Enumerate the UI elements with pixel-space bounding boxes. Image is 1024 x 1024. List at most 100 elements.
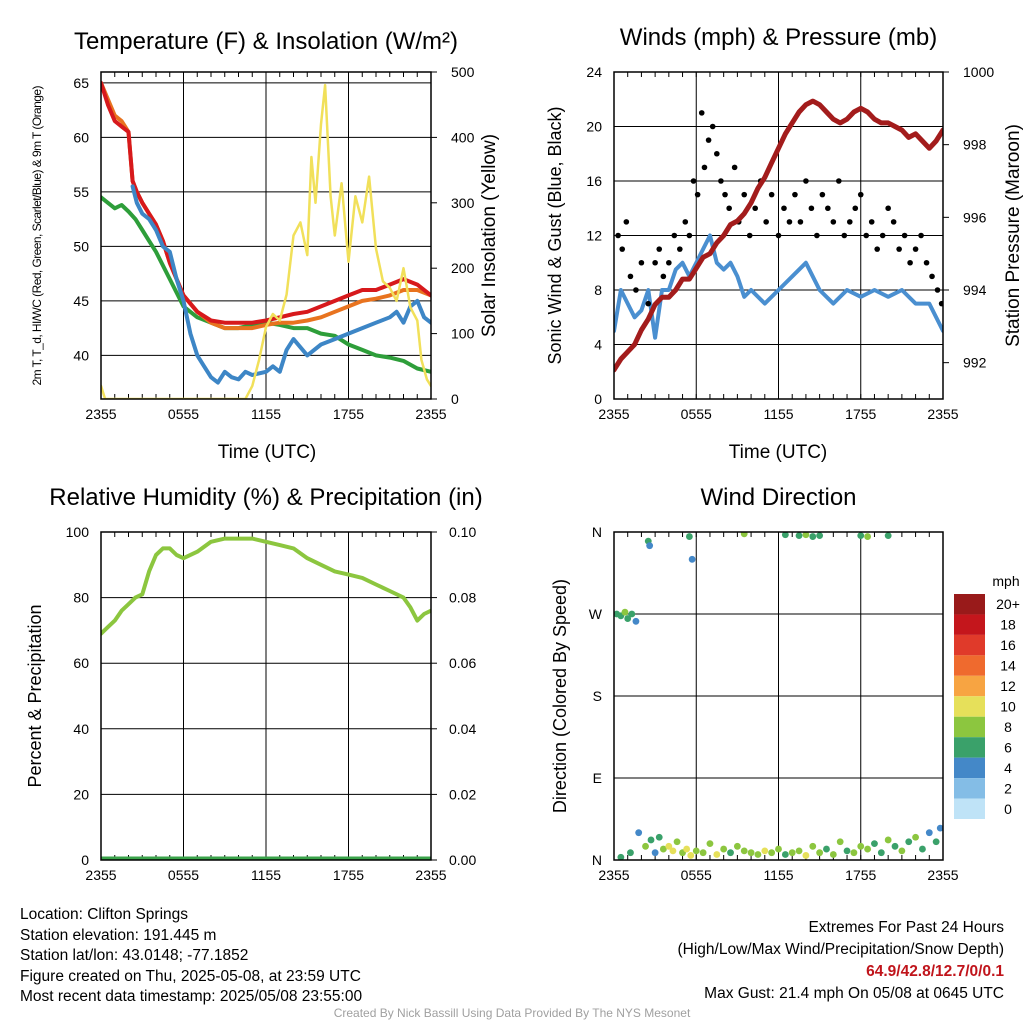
direction-point — [635, 829, 643, 837]
gust-point — [803, 178, 809, 184]
data-layer-0 — [101, 80, 431, 399]
gust-point — [912, 246, 919, 252]
direction-point — [706, 840, 714, 847]
station-info: Location: Clifton Springs Station elevat… — [20, 905, 362, 1008]
direction-point — [775, 845, 782, 853]
direction-point — [740, 532, 748, 538]
gust-point — [645, 300, 652, 307]
x-tick-label: 2355 — [927, 406, 958, 422]
gust-point — [868, 219, 875, 225]
y-tick-label: 20 — [586, 119, 602, 135]
extremes-panel: Extremes For Past 24 Hours (High/Low/Max… — [678, 917, 1005, 1005]
x-tick-label: 0555 — [681, 867, 712, 883]
gust-point — [846, 219, 853, 225]
station-latlon: Station lat/lon: 43.0148; -77.1852 — [20, 947, 249, 964]
direction-point — [669, 847, 677, 855]
direction-point — [795, 532, 803, 540]
direction-point — [659, 845, 667, 853]
recent-timestamp: Most recent data timestamp: 2025/05/08 2… — [20, 988, 363, 1005]
direction-point — [740, 847, 748, 855]
direction-point — [781, 851, 789, 858]
gust-point — [775, 232, 782, 239]
y2-tick-label: 996 — [963, 209, 987, 225]
y-tick-label: W — [589, 606, 603, 622]
panel-title: Winds (mph) & Pressure (mb) — [620, 24, 937, 51]
gust-point — [677, 246, 683, 252]
gust-point — [741, 191, 748, 198]
direction-point — [642, 842, 649, 850]
x-tick-label: 2355 — [415, 406, 446, 422]
y-axis-label: Percent & Precipitation — [25, 604, 45, 787]
y2-tick-label: 994 — [963, 282, 987, 298]
colorbar-label: 18 — [1000, 617, 1016, 633]
direction-point — [688, 555, 696, 563]
series-line-0 — [101, 536, 431, 636]
direction-point — [829, 851, 837, 858]
colorbar-label: 4 — [1004, 760, 1012, 776]
gust-point — [633, 287, 639, 293]
gust-point — [857, 191, 864, 198]
direction-point — [754, 851, 762, 858]
gust-point — [938, 300, 943, 307]
plot-frame-2 — [100, 531, 432, 861]
y-tick-label: 80 — [73, 590, 89, 606]
direction-point — [905, 838, 913, 846]
x-tick-label: 1755 — [845, 867, 876, 883]
gust-point — [701, 164, 708, 171]
direction-point — [919, 845, 926, 853]
direction-point — [768, 849, 776, 857]
direction-point — [912, 833, 919, 841]
gust-point — [852, 205, 859, 212]
direction-point — [627, 849, 634, 857]
gust-point — [808, 205, 815, 212]
y2-tick-label: 992 — [963, 355, 987, 371]
direction-point — [857, 532, 865, 540]
gust-point — [660, 273, 667, 280]
data-layer-2 — [101, 536, 431, 860]
colorbar-label: 0 — [1004, 801, 1012, 817]
series-line-0 — [614, 233, 943, 340]
gust-point — [792, 191, 798, 198]
gust-point — [656, 246, 663, 252]
direction-point — [727, 849, 734, 857]
colorbar-swatch — [954, 614, 985, 635]
y2-tick-label: 100 — [451, 326, 475, 342]
y-tick-label: 0 — [81, 852, 89, 868]
y-tick-label: 50 — [73, 238, 89, 254]
direction-point — [673, 838, 681, 846]
gust-point — [682, 219, 689, 225]
gust-point — [814, 232, 820, 239]
extremes-heading: Extremes For Past 24 Hours — [808, 919, 1004, 936]
direction-point — [871, 840, 878, 847]
gust-point — [731, 164, 738, 171]
colorbar-swatch — [954, 716, 985, 738]
direction-point — [816, 849, 824, 857]
direction-point — [665, 842, 673, 850]
y-tick-label: 100 — [66, 524, 90, 540]
credit-line: Created By Nick Bassill Using Data Provi… — [333, 1006, 691, 1020]
direction-point — [884, 532, 892, 540]
colorbar-label: 20+ — [996, 596, 1020, 612]
direction-point — [692, 847, 700, 855]
y2-tick-label: 0.06 — [449, 655, 476, 671]
direction-point — [651, 849, 659, 857]
x-axis-label: Time (UTC) — [218, 442, 317, 463]
y2-tick-label: 0 — [451, 391, 459, 407]
gust-point — [718, 178, 724, 184]
gust-point — [929, 273, 935, 280]
direction-point — [802, 532, 810, 539]
direction-point — [877, 849, 885, 857]
plot-frame-0 — [100, 71, 432, 400]
gust-point — [615, 232, 621, 239]
direction-point — [864, 533, 872, 540]
gust-point — [746, 232, 753, 239]
colorbar-swatch — [954, 655, 985, 676]
direction-point — [836, 838, 844, 846]
colorbar-swatch — [954, 696, 985, 717]
direction-point — [621, 608, 629, 616]
x-axis-label: Time (UTC) — [729, 442, 828, 463]
y-axis-label: Direction (Colored By Speed) — [550, 579, 570, 813]
colorbar-swatch — [954, 737, 985, 758]
direction-point — [713, 851, 721, 858]
y-axis-label: Sonic Wind & Gust (Blue, Black) — [545, 106, 565, 364]
